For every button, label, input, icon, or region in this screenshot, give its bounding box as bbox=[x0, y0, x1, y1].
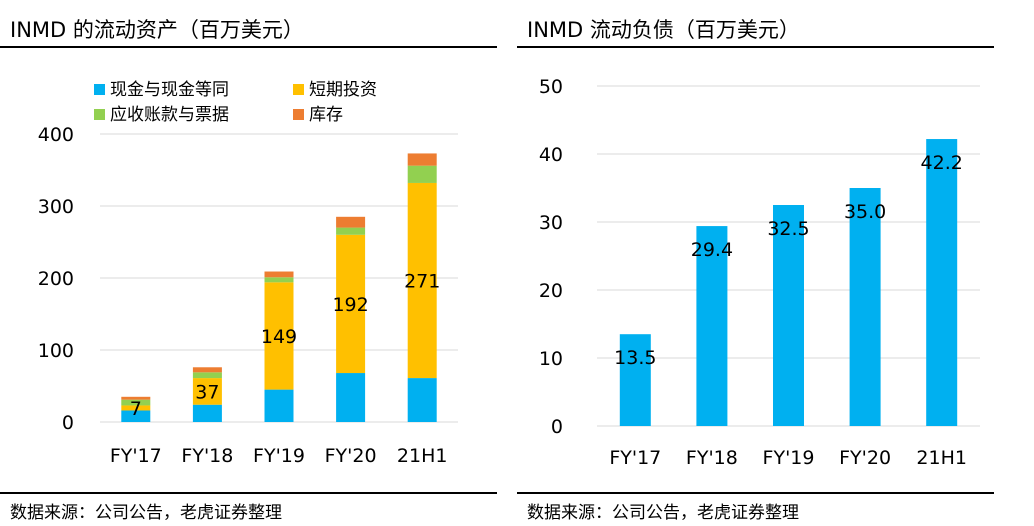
x-tick-label: FY'19 bbox=[763, 447, 815, 469]
y-tick-label: 400 bbox=[38, 124, 74, 146]
x-tick-label: FY'18 bbox=[686, 447, 738, 469]
legend-swatch bbox=[293, 109, 304, 120]
bar-segment bbox=[407, 153, 437, 166]
data-label: 29.4 bbox=[691, 239, 733, 261]
x-tick-label: 21H1 bbox=[397, 445, 448, 467]
legend-label: 库存 bbox=[309, 105, 343, 125]
bar bbox=[696, 226, 728, 426]
legend-label: 短期投资 bbox=[309, 80, 377, 100]
current-liabilities-title: INMD 流动负债（百万美元） bbox=[527, 18, 800, 42]
source-note: 数据来源：公司公告，老虎证券整理 bbox=[527, 503, 799, 523]
bar-segment bbox=[121, 396, 151, 400]
bar bbox=[619, 334, 651, 426]
bar-segment bbox=[192, 372, 222, 379]
y-tick-label: 200 bbox=[38, 268, 74, 290]
bar-segment bbox=[336, 227, 366, 235]
data-label: 42.2 bbox=[921, 152, 963, 174]
legend-swatch bbox=[94, 84, 105, 95]
title-rule bbox=[0, 46, 497, 48]
bar-segment bbox=[192, 367, 222, 373]
x-tick-label: FY'18 bbox=[181, 445, 233, 467]
bar-segment bbox=[264, 389, 294, 422]
y-tick-label: 0 bbox=[551, 416, 563, 438]
bar-segment bbox=[121, 410, 151, 422]
bar-segment bbox=[264, 271, 294, 278]
source-rule bbox=[0, 492, 497, 494]
y-tick-label: 10 bbox=[539, 348, 563, 370]
current-assets-chart: 0 100 200 300 400 FY'17 FY'18 FY'19 FY'20 21H1 7 37… bbox=[38, 80, 458, 467]
y-tick-label: 40 bbox=[539, 144, 563, 166]
bar-segment bbox=[121, 399, 151, 406]
bar-segment bbox=[264, 277, 294, 283]
y-tick-label: 100 bbox=[38, 340, 74, 362]
data-label: 32.5 bbox=[767, 218, 809, 240]
bar-segment bbox=[121, 405, 151, 411]
bar-segment bbox=[192, 404, 222, 422]
y-tick-label: 0 bbox=[62, 412, 74, 434]
bar-segment bbox=[264, 282, 294, 390]
bar-segment bbox=[336, 216, 366, 228]
bar-segment bbox=[336, 234, 366, 374]
source-rule bbox=[517, 492, 994, 494]
data-label: 7 bbox=[130, 398, 142, 420]
data-label: 149 bbox=[261, 326, 297, 348]
bar bbox=[849, 188, 881, 426]
data-label: 35.0 bbox=[844, 201, 886, 223]
bar-segment bbox=[407, 165, 437, 183]
x-tick-label: FY'20 bbox=[839, 447, 891, 469]
current-liabilities-chart: 0 10 20 30 40 50 FY'17 13.5 FY'18 29.4 FY'19 32.5 FY… bbox=[539, 76, 980, 469]
data-label: 192 bbox=[332, 294, 368, 316]
bar bbox=[926, 139, 958, 427]
y-tick-label: 50 bbox=[539, 76, 563, 98]
current-assets-panel: INMD 的流动资产（百万美元） 0 100 200 300 400 FY'17 FY'18… bbox=[0, 0, 497, 526]
data-label: 13.5 bbox=[614, 347, 656, 369]
title-rule bbox=[517, 46, 994, 48]
data-label: 37 bbox=[195, 381, 219, 403]
bar bbox=[773, 205, 804, 426]
x-tick-label: FY'20 bbox=[325, 445, 377, 467]
bar-segment bbox=[192, 378, 222, 405]
bar-segment bbox=[407, 378, 437, 422]
y-tick-label: 20 bbox=[539, 280, 563, 302]
bar-segment bbox=[407, 182, 437, 379]
data-label: 271 bbox=[404, 271, 440, 293]
legend-swatch bbox=[94, 109, 105, 120]
y-tick-label: 300 bbox=[38, 196, 74, 218]
legend-label: 现金与现金等同 bbox=[110, 80, 229, 100]
x-tick-label: 21H1 bbox=[916, 447, 967, 469]
x-tick-label: FY'17 bbox=[110, 445, 162, 467]
x-tick-label: FY'19 bbox=[253, 445, 305, 467]
legend-label: 应收账款与票据 bbox=[110, 105, 229, 125]
bar-segment bbox=[336, 373, 366, 422]
current-liabilities-panel: INMD 流动负债（百万美元） 0 10 20 30 40 50 FY'17 13.5 FY'1… bbox=[517, 0, 1034, 526]
x-tick-label: FY'17 bbox=[609, 447, 661, 469]
source-note: 数据来源：公司公告，老虎证券整理 bbox=[10, 503, 282, 523]
legend-swatch bbox=[293, 84, 304, 95]
current-assets-title: INMD 的流动资产（百万美元） bbox=[10, 18, 304, 42]
y-tick-label: 30 bbox=[539, 212, 563, 234]
